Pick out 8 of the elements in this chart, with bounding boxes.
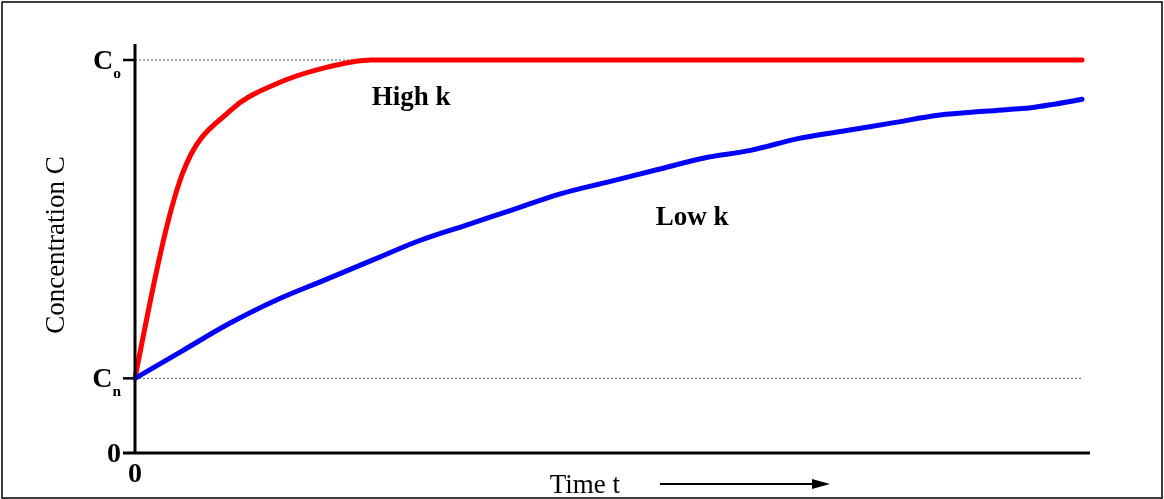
ref-line-label: C$_{n}$ (92, 362, 122, 399)
text: 0 (128, 457, 142, 488)
x-axis-title: Time t (549, 469, 621, 499)
ref-line-label: C$_{o}$ (93, 44, 122, 81)
series-label: Low k (655, 201, 729, 232)
text: 0 (107, 437, 121, 468)
series-label: High k (371, 81, 451, 111)
y-axis-title: Concentration C (40, 156, 70, 334)
